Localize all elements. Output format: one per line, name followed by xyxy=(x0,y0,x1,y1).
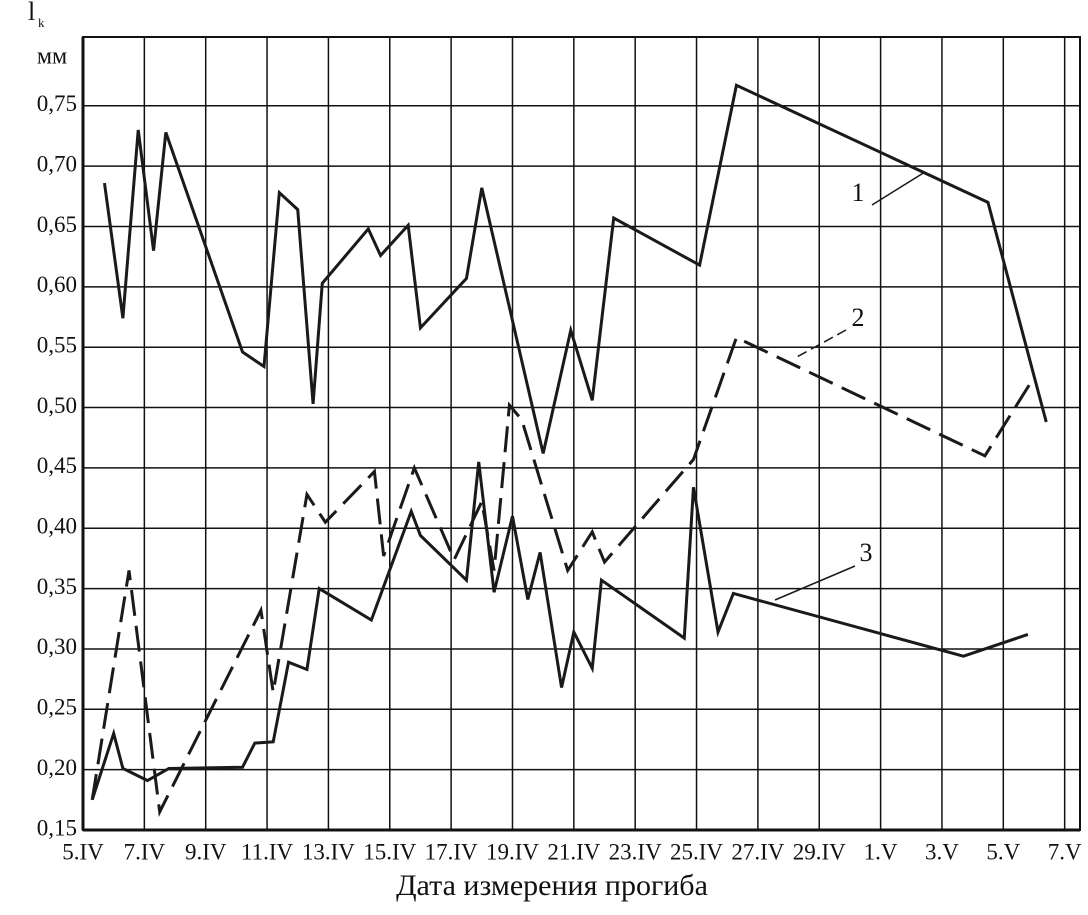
y-tick-label: 0,70 xyxy=(37,151,77,176)
series-label: 3 xyxy=(860,538,873,567)
y-tick-label: 0,30 xyxy=(37,634,77,659)
data-line xyxy=(90,461,1029,801)
y-tick-label: 0,60 xyxy=(37,272,77,297)
y-tick-label: 0,50 xyxy=(37,393,77,418)
x-tick-label: 29.IV xyxy=(793,839,846,864)
leader-line xyxy=(794,329,847,359)
series-label: 1 xyxy=(852,178,865,207)
x-tick-label: 5.V xyxy=(986,839,1020,864)
y-axis-unit: мм xyxy=(37,44,67,70)
x-tick-label: 7.IV xyxy=(124,839,166,864)
y-tick-label: 0,55 xyxy=(37,332,77,357)
x-tick-label: 7.V xyxy=(1048,839,1082,864)
x-tick-label: 13.IV xyxy=(302,839,355,864)
data-line xyxy=(102,83,1048,454)
y-tick-label: 0,35 xyxy=(37,574,77,599)
x-tick-label: 17.IV xyxy=(425,839,478,864)
x-tick-label: 5.IV xyxy=(62,839,104,864)
y-tick-label: 0,45 xyxy=(37,453,77,478)
x-tick-label: 1.V xyxy=(864,839,898,864)
x-tick-label: 15.IV xyxy=(363,839,416,864)
x-tick-label: 21.IV xyxy=(547,839,600,864)
y-tick-label: 0,25 xyxy=(37,695,77,720)
plot-frame xyxy=(82,36,1081,831)
y-axis-label: l xyxy=(28,0,35,26)
x-tick-label: 9.IV xyxy=(185,839,227,864)
y-tick-label: 0,65 xyxy=(37,212,77,237)
leader-line xyxy=(774,565,856,601)
x-tick-label: 3.V xyxy=(925,839,959,864)
x-axis-label: Дата измерения прогиба xyxy=(396,869,708,902)
y-tick-label: 0,15 xyxy=(37,815,77,840)
series-label: 2 xyxy=(852,303,865,332)
x-tick-label: 27.IV xyxy=(731,839,784,864)
x-tick-label: 25.IV xyxy=(670,839,723,864)
x-tick-label: 19.IV xyxy=(486,839,539,864)
x-tick-label: 23.IV xyxy=(609,839,662,864)
y-tick-label: 0,20 xyxy=(37,755,77,780)
data-line xyxy=(90,335,1036,817)
x-tick-label: 11.IV xyxy=(241,839,294,864)
y-axis-label-subscript: k xyxy=(38,15,45,30)
y-tick-label: 0,75 xyxy=(37,91,77,116)
y-tick-label: 0,40 xyxy=(37,514,77,539)
leader-line xyxy=(871,171,926,206)
